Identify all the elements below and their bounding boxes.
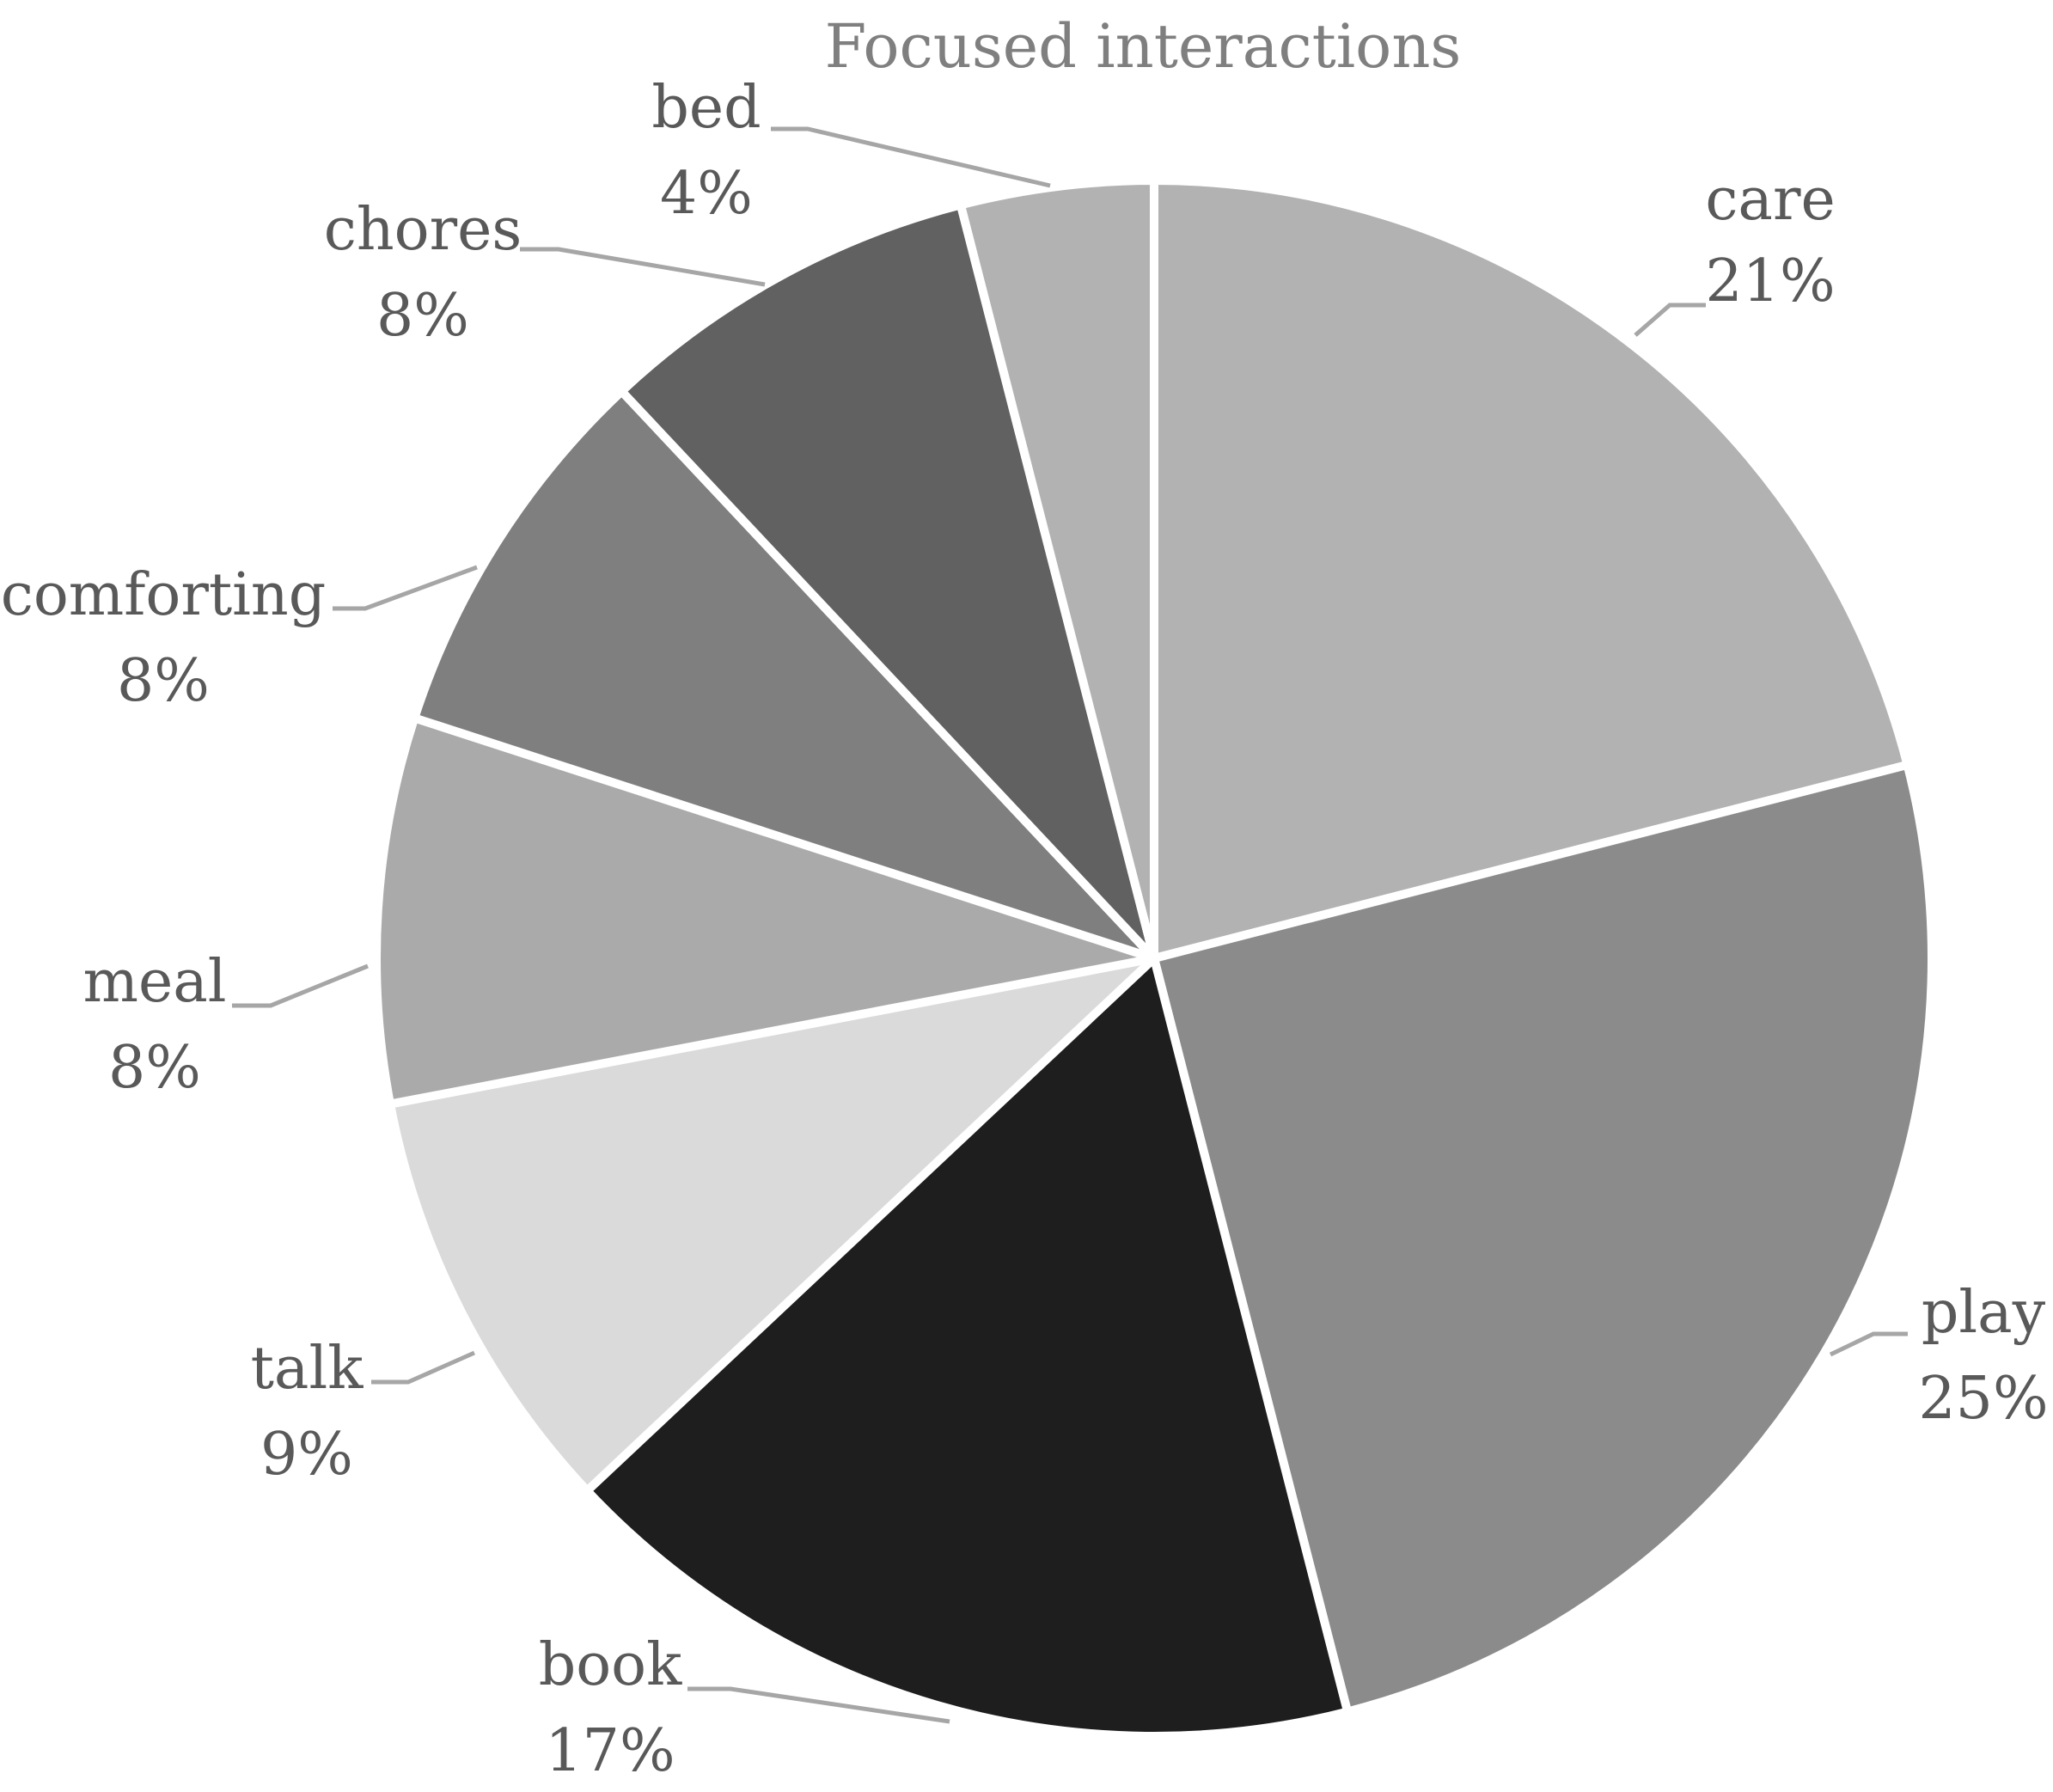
pie-slice-chores: [617, 200, 1158, 963]
slice-label-care: care: [1705, 166, 1835, 234]
slice-label-play: play: [1922, 1279, 2046, 1347]
slice-percent-care: 21%: [1705, 248, 1835, 315]
slice-percent-play: 25%: [1918, 1365, 2048, 1433]
leader-line-meal: [232, 963, 369, 1008]
slice-percent-book: 17%: [545, 1717, 675, 1785]
slice-percent-meal: 8%: [108, 1034, 201, 1102]
pie-slice-meal: [372, 713, 1158, 1109]
pie-slice-bed: [956, 176, 1158, 963]
slice-percent-chores: 8%: [376, 282, 469, 350]
slice-percent-talk: 9%: [260, 1421, 353, 1489]
pie-slice-play: [1150, 760, 1936, 1716]
leader-line-play: [1829, 1331, 1908, 1357]
slice-label-comforting: comforting: [1, 561, 327, 629]
slice-percent-comforting: 8%: [117, 647, 210, 715]
leader-line-care: [1634, 303, 1706, 337]
leader-line-talk: [371, 1350, 476, 1385]
leader-line-comforting: [333, 565, 478, 611]
slice-percent-bed: 4%: [660, 160, 753, 228]
leader-line-book: [687, 1686, 950, 1724]
chart-title: Focused interactions: [825, 11, 1462, 82]
pie-slice-care: [1150, 176, 1912, 963]
slice-label-meal: meal: [82, 948, 226, 1016]
slice-labels: care 21% play 25% book 17% talk 9% meal 8% comfort…: [1, 74, 2049, 1785]
slice-label-talk: talk: [251, 1335, 364, 1403]
pie-slice-comforting: [410, 387, 1158, 963]
pie-slices: [372, 176, 1936, 1740]
slice-label-book: book: [539, 1631, 682, 1699]
pie-slice-book: [583, 954, 1353, 1740]
slice-label-chores: chores: [324, 196, 522, 264]
leader-lines: [232, 126, 1908, 1724]
pie-slice-talk: [386, 954, 1158, 1495]
slice-label-bed: bed: [651, 74, 761, 142]
leader-line-chores: [520, 247, 766, 287]
leader-line-bed: [771, 126, 1051, 188]
